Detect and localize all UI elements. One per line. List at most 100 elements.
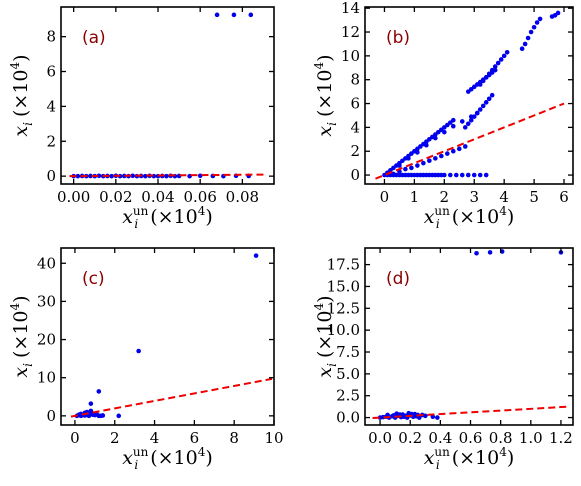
y-label-exp: 4 (8, 61, 22, 69)
y-label-close: ) (314, 295, 336, 302)
data-point (489, 92, 495, 98)
x-tick-label: 5 (529, 188, 539, 206)
data-point (534, 20, 540, 25)
data-point (519, 46, 525, 52)
data-point (406, 410, 412, 416)
y-label-close: ) (10, 295, 32, 302)
x-tick-label: 2 (110, 429, 120, 447)
data-point (394, 411, 399, 416)
data-point (86, 413, 92, 419)
y-tick-label: 4 (350, 118, 360, 136)
data-point (116, 413, 122, 419)
x-label-sup: un (434, 445, 450, 459)
y-label-sub: i (325, 122, 339, 126)
data-point (450, 123, 456, 129)
x-label-close: ) (507, 206, 514, 228)
x-label-sub: i (134, 458, 138, 472)
x-label-close: ) (205, 206, 212, 228)
x-label-var: x (424, 206, 435, 228)
y-label-var: x (10, 126, 32, 137)
data-point (136, 348, 141, 354)
y-label-sub: i (21, 363, 35, 367)
y-label-exp: 4 (8, 302, 22, 310)
data-point (468, 117, 474, 123)
data-point (412, 411, 418, 417)
axes-frame (364, 6, 574, 185)
fit-line (70, 377, 273, 418)
data-point (403, 166, 408, 172)
x-tick-label: 0.6 (459, 429, 483, 447)
x-tick-label: 6 (190, 429, 200, 447)
data-point (406, 156, 411, 161)
y-label-var: x (314, 126, 336, 137)
x-label-close: ) (507, 447, 514, 469)
data-point (75, 173, 81, 179)
data-point (433, 156, 438, 161)
x-label-var: x (122, 206, 133, 228)
x-axis-label: xun i (×104) (122, 445, 213, 472)
x-tick-label: 1.0 (519, 429, 543, 447)
y-tick-label: 0 (46, 407, 56, 425)
data-point (88, 173, 93, 179)
data-point (492, 64, 498, 69)
data-point (480, 103, 486, 109)
data-point (537, 16, 543, 22)
y-tick-label: 6 (46, 63, 56, 81)
y-label-exp: 4 (312, 302, 326, 310)
x-tick-label: 4 (150, 429, 160, 447)
x-tick-label: 10 (264, 429, 283, 447)
data-point (214, 12, 220, 18)
y-tick-label: 12.5 (327, 299, 360, 317)
x-tick-label: 0.4 (428, 429, 452, 447)
x-label-close: ) (205, 447, 212, 469)
panel-label: (b) (386, 28, 410, 48)
data-point (96, 173, 102, 179)
data-point (487, 250, 493, 255)
axes-frame (60, 6, 275, 185)
data-point (453, 172, 459, 178)
y-label-var: x (10, 367, 32, 378)
y-tick-label: 0 (350, 166, 360, 184)
data-point (459, 119, 465, 124)
data-point (528, 29, 534, 35)
data-point (483, 100, 489, 105)
x-label-exp: 4 (198, 204, 206, 218)
x-tick-label: 0.0 (368, 429, 392, 447)
y-label-unit: (×10 (10, 310, 32, 358)
data-point (98, 413, 104, 419)
data-point (495, 60, 501, 66)
data-point (450, 117, 456, 123)
x-tick-label: 0.2 (398, 429, 422, 447)
x-axis-label: xun i (×104) (424, 204, 515, 231)
y-tick-label: 8 (350, 71, 360, 89)
data-point (433, 135, 438, 141)
y-label-sub: i (325, 363, 339, 367)
y-label-var: x (314, 367, 336, 378)
data-point (439, 153, 444, 159)
data-point (462, 144, 468, 149)
data-point (489, 67, 495, 73)
x-tick-label: 0.02 (99, 188, 132, 206)
data-point (400, 412, 405, 417)
panel-d: 0.0 0.2 0.4 0.6 0.8 1.0 1.2 0.0 2.5 5.0 7.5 10.0 12.… (312, 247, 574, 472)
data-point (109, 173, 114, 179)
data-point (88, 401, 94, 406)
data-point (450, 148, 456, 154)
x-tick-label: 4 (499, 188, 509, 206)
data-point (486, 96, 492, 102)
x-label-exp: 4 (198, 445, 206, 459)
y-tick-label: 10 (37, 369, 56, 387)
x-axis-label: xun i (×104) (424, 445, 515, 472)
panel-label: (c) (82, 269, 105, 289)
y-tick-label: 2 (46, 132, 56, 150)
x-label-var: x (122, 447, 133, 469)
y-label-close: ) (10, 54, 32, 61)
y-tick-label: 10.0 (327, 321, 360, 339)
data-point (459, 172, 465, 178)
y-label-exp: 4 (312, 61, 326, 69)
y-tick-label: 10 (341, 47, 360, 65)
x-tick-label: 0 (380, 188, 390, 206)
